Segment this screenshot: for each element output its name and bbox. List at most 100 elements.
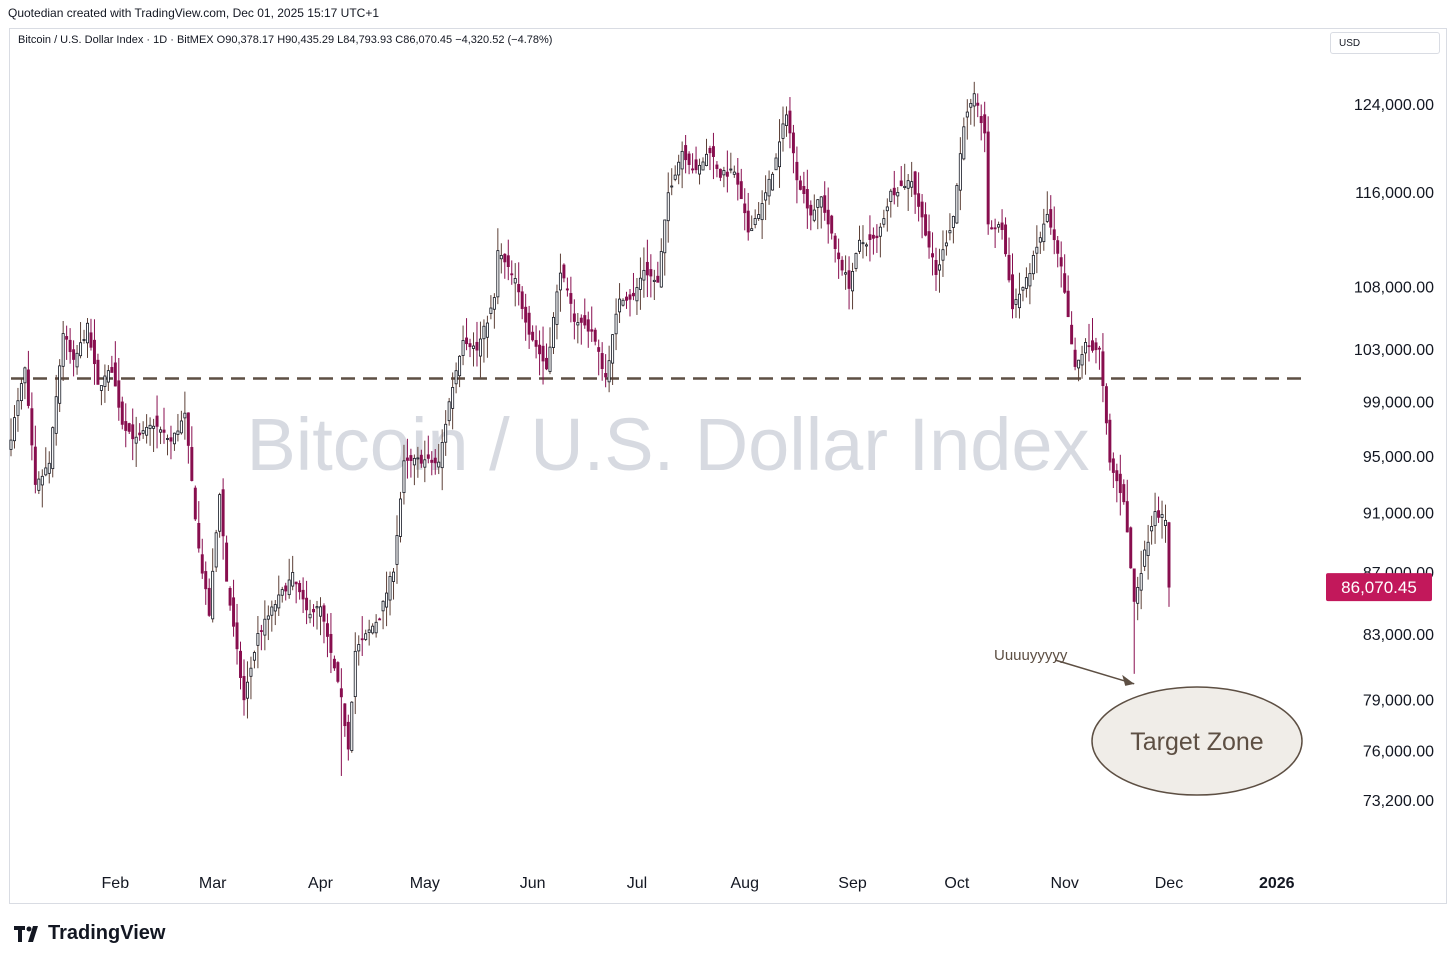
candle-body	[131, 424, 135, 440]
candle-body	[468, 343, 472, 348]
candle-body	[1031, 255, 1035, 275]
symbol-legend[interactable]: Bitcoin / U.S. Dollar Index · 1D · BitME…	[18, 34, 553, 46]
x-tick-label: Apr	[308, 875, 334, 892]
candle-body	[948, 230, 952, 234]
candle-body	[864, 244, 868, 247]
candle-body	[1070, 324, 1074, 345]
candle-body	[705, 153, 708, 166]
candle-body	[565, 288, 569, 291]
candle-body	[506, 255, 510, 268]
candle-body	[430, 459, 434, 463]
candle-body	[86, 322, 89, 344]
candle-body	[433, 457, 437, 464]
candle-body	[983, 114, 987, 134]
candle-body	[743, 203, 747, 214]
candle-body	[882, 218, 886, 225]
candle-body	[51, 427, 55, 470]
candle-body	[1153, 511, 1157, 527]
candle-body	[197, 522, 201, 549]
candle-body	[291, 572, 295, 587]
candle-body	[771, 173, 775, 191]
candle-body	[398, 498, 402, 537]
candle-body	[127, 423, 131, 432]
candle-body	[729, 168, 733, 171]
candle-body	[61, 333, 65, 367]
candle-body	[833, 235, 837, 250]
candle-body	[965, 111, 969, 118]
candle-body	[447, 401, 451, 422]
candle-body	[79, 342, 83, 357]
candle-body	[645, 261, 649, 276]
candle-body	[708, 147, 712, 154]
candle-body	[670, 185, 674, 188]
candle-body	[694, 159, 698, 171]
candle-body	[360, 638, 364, 641]
candle-body	[791, 132, 795, 154]
candle-body	[9, 439, 13, 450]
candle-body	[927, 231, 931, 248]
candle-body	[816, 199, 820, 208]
candle-body	[986, 131, 990, 225]
last-price-label: 86,070.45	[1341, 578, 1417, 597]
candle-body	[962, 126, 966, 160]
arrow-text: Uuuuyyyyy	[994, 647, 1068, 664]
candle-body	[99, 385, 103, 391]
candle-body	[1073, 349, 1077, 367]
candle-body	[555, 291, 559, 325]
candle-body	[503, 253, 507, 263]
candle-body	[844, 272, 848, 275]
candle-body	[739, 181, 743, 200]
candle-body	[861, 242, 865, 245]
tradingview-logo-icon	[14, 925, 38, 942]
candle-body	[346, 721, 350, 750]
candle-body	[103, 375, 107, 387]
candle-body	[781, 123, 785, 139]
candle-body	[242, 676, 246, 701]
candle-body	[329, 633, 333, 653]
currency-selector[interactable]: USD	[1330, 32, 1440, 54]
candle-body	[750, 228, 754, 232]
candle-body	[795, 161, 799, 181]
candle-body	[89, 332, 93, 348]
candle-body	[1059, 257, 1063, 267]
candle-body	[851, 271, 855, 292]
brand-name: TradingView	[48, 922, 166, 944]
candle-body	[374, 621, 378, 634]
candle-body	[305, 597, 309, 611]
candle-body	[1157, 510, 1161, 518]
candle-body	[889, 190, 893, 202]
candle-body	[917, 193, 921, 207]
candle-body	[969, 102, 973, 108]
candle-body	[718, 168, 722, 178]
candle-body	[826, 209, 830, 225]
candle-body	[621, 299, 625, 306]
candle-body	[489, 307, 493, 314]
candle-body	[381, 600, 385, 612]
candle-body	[252, 652, 256, 661]
candle-body	[162, 429, 166, 433]
candle-body	[972, 93, 976, 107]
candle-body	[701, 161, 705, 171]
candle-body	[659, 251, 663, 288]
candle-body	[958, 153, 962, 191]
candle-body	[910, 181, 914, 188]
candle-body	[1164, 519, 1167, 526]
candle-body	[871, 234, 875, 239]
candle-body	[444, 423, 448, 443]
candle-body	[823, 195, 827, 213]
x-tick-label: Feb	[102, 875, 130, 892]
candle-body	[106, 370, 110, 383]
candle-body	[186, 412, 190, 446]
candle-body	[426, 454, 430, 459]
candle-body	[1052, 229, 1056, 241]
candle-body	[899, 180, 903, 186]
y-tick-label: 103,000.00	[1354, 342, 1434, 359]
target-zone-ellipse	[1091, 686, 1303, 796]
candle-body	[938, 264, 941, 271]
candle-body	[997, 224, 1001, 228]
candle-body	[315, 606, 319, 609]
candle-body	[1143, 549, 1147, 567]
tradingview-logo[interactable]: TradingView	[14, 922, 165, 945]
candle-body	[412, 457, 416, 466]
